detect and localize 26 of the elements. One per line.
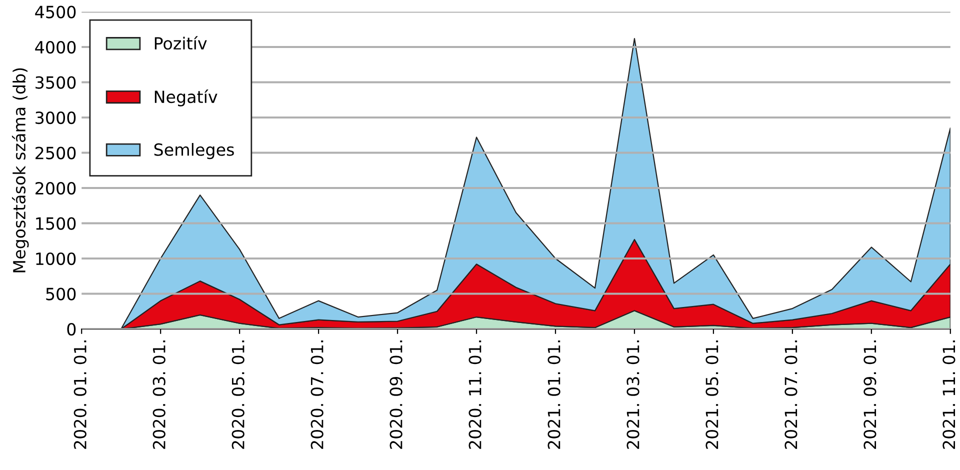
y-tick-label: 2500 bbox=[36, 146, 76, 160]
x-tick-label: 2021. 09. 01. bbox=[864, 340, 876, 449]
y-tick-label: 4000 bbox=[35, 40, 76, 54]
x-tick-label: 2020. 07. 01. bbox=[310, 340, 324, 449]
y-tick-label: 3500 bbox=[36, 76, 76, 89]
y-tick-label: 2000 bbox=[36, 182, 76, 195]
y-tick-label: 500 bbox=[46, 288, 76, 300]
x-tick-label: 2020. 11. 01. bbox=[468, 340, 482, 449]
x-tick-label: 2021. 05. 01. bbox=[706, 340, 718, 449]
x-tick-label: 2021. 07. 01. bbox=[784, 340, 798, 449]
y-tick-label: 0 bbox=[67, 322, 76, 336]
x-tick-label: 2020. 05. 01. bbox=[232, 340, 244, 449]
x-tick-label: 2021. 11. 01. bbox=[942, 340, 956, 449]
x-tick-label: 2021. 01. 01. bbox=[548, 340, 560, 449]
legend-label: Pozitív bbox=[154, 36, 207, 50]
x-tick-label: 2020. 01. 01. bbox=[74, 340, 86, 449]
legend-label: Semleges bbox=[154, 143, 234, 160]
y-tick-label: 4500 bbox=[35, 6, 76, 18]
y-tick-label: 3000 bbox=[36, 111, 76, 124]
x-tick-label: 2020. 03. 01. bbox=[152, 340, 166, 449]
y-axis-title: Megosztások száma (db) bbox=[12, 68, 29, 272]
y-tick-label: 1500 bbox=[36, 217, 76, 230]
x-tick-label: 2021. 03. 01. bbox=[626, 340, 640, 449]
legend-label: Negatív bbox=[154, 90, 218, 106]
x-tick-label: 2020. 09. 01. bbox=[390, 340, 402, 449]
y-tick-label: 1000 bbox=[36, 252, 76, 266]
